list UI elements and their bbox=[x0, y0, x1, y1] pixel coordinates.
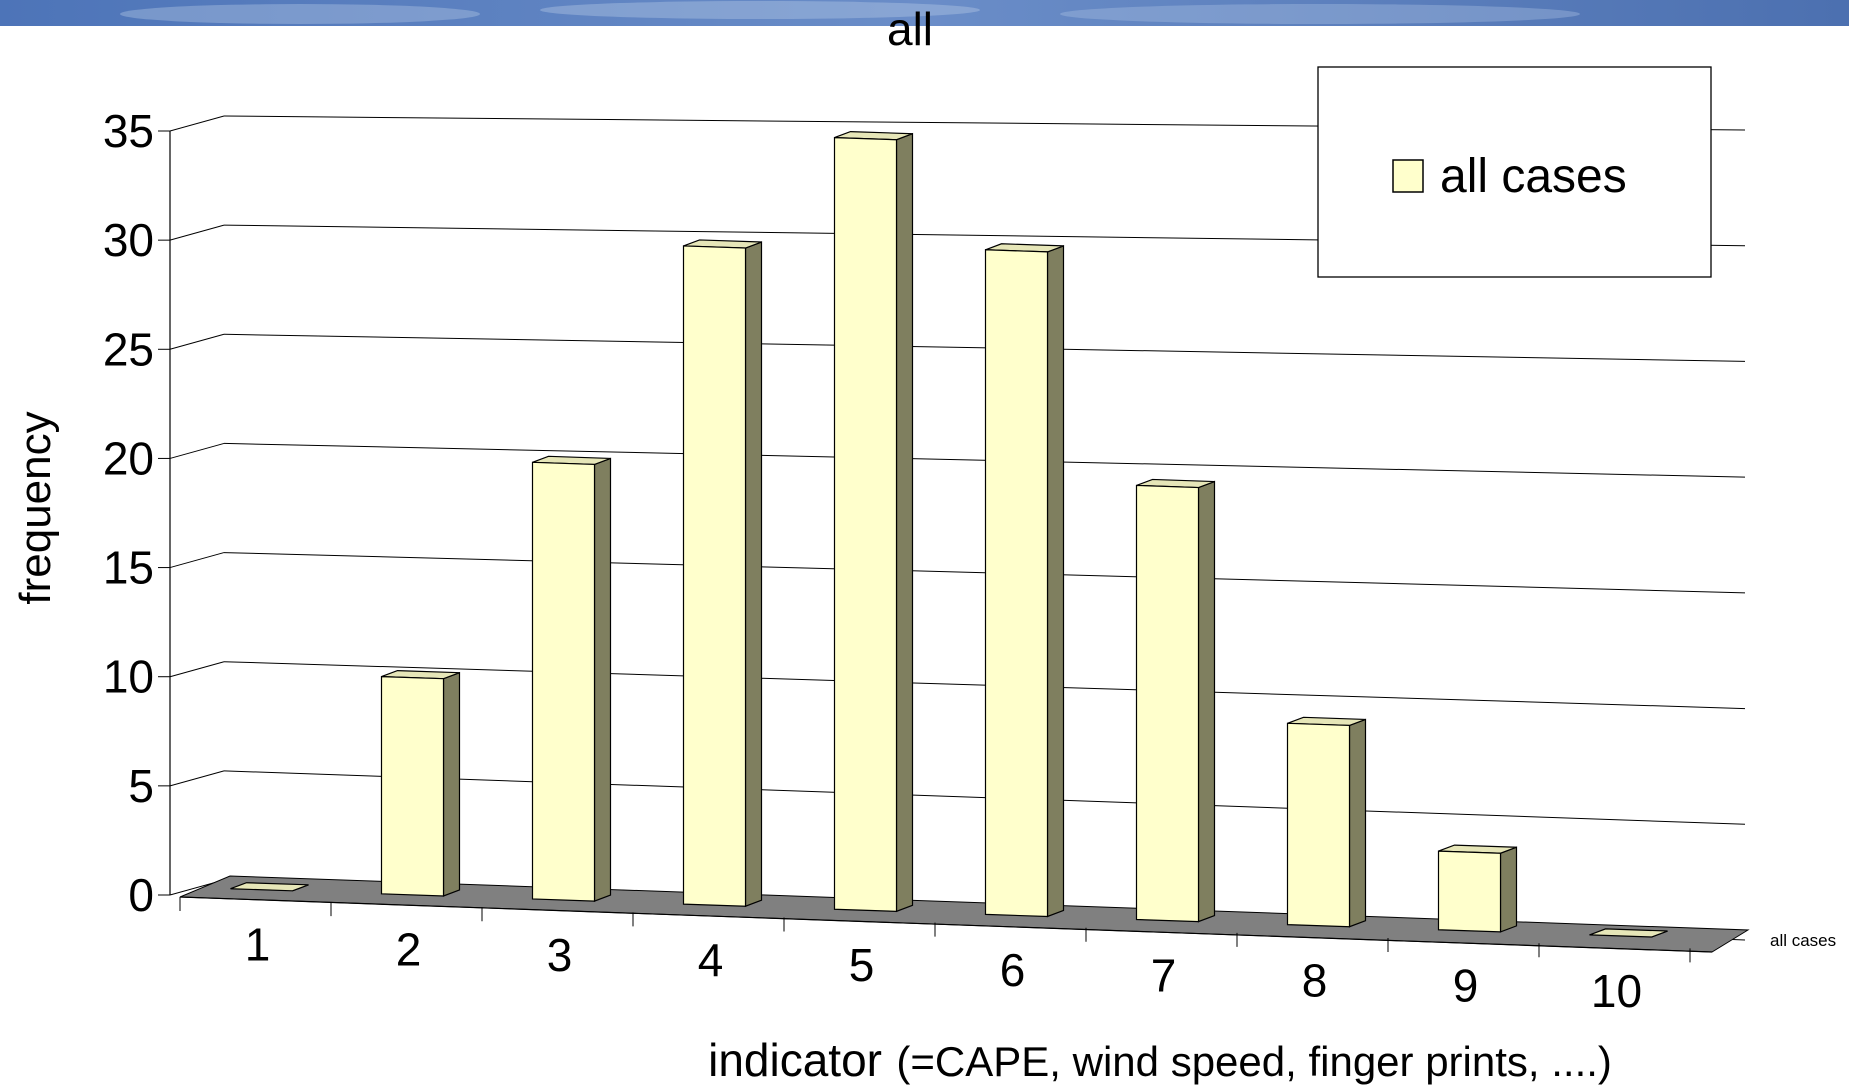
gridline-20 bbox=[223, 442, 1746, 478]
gridline-diag-25 bbox=[169, 333, 225, 350]
x-tick-label-10: 10 bbox=[1591, 965, 1642, 1017]
y-tick-label-10: 10 bbox=[103, 651, 154, 703]
bar-top-1 bbox=[230, 882, 309, 892]
x-tick-label-6: 6 bbox=[1000, 944, 1026, 996]
bar-side-7 bbox=[1197, 480, 1216, 923]
bar-top-10 bbox=[1589, 928, 1668, 938]
y-tick-label-20: 20 bbox=[103, 432, 154, 484]
x-tick-label-2: 2 bbox=[396, 924, 422, 976]
bars-layer bbox=[230, 131, 1668, 938]
grid-layer bbox=[158, 115, 1746, 941]
y-tick-label-25: 25 bbox=[103, 323, 154, 375]
gridline-diag-30 bbox=[169, 224, 225, 241]
y-tick-label-30: 30 bbox=[103, 214, 154, 266]
gridline-5 bbox=[223, 770, 1746, 825]
legend-box bbox=[1317, 66, 1712, 278]
y-tick-label-35: 35 bbox=[103, 105, 154, 157]
bar-front-8 bbox=[1286, 722, 1351, 928]
bar-front-5 bbox=[833, 136, 898, 912]
chart-title: all bbox=[887, 3, 933, 55]
bar-side-4 bbox=[744, 241, 763, 908]
bar-6 bbox=[984, 243, 1065, 918]
x-tick-label-3: 3 bbox=[547, 929, 573, 981]
y-axis-label: frequency bbox=[11, 411, 60, 604]
x-axis-label: indicator (=CAPE, wind speed, finger pri… bbox=[708, 1034, 1612, 1086]
legend: all cases bbox=[1317, 66, 1712, 278]
x-tick-label-4: 4 bbox=[698, 934, 724, 986]
x-axis-label-note: (=CAPE, wind speed, finger prints, ....) bbox=[896, 1038, 1611, 1085]
bar-2 bbox=[380, 669, 461, 897]
gridline-diag-5 bbox=[169, 770, 225, 787]
bar-side-6 bbox=[1046, 245, 1065, 918]
gridline-diag-15 bbox=[169, 552, 225, 569]
bar-9 bbox=[1437, 844, 1518, 933]
gridline-diag-10 bbox=[169, 661, 225, 678]
bar-1 bbox=[230, 882, 309, 892]
x-tick-label-8: 8 bbox=[1302, 954, 1328, 1006]
y-tick-label-0: 0 bbox=[128, 869, 154, 921]
gridline-10 bbox=[223, 661, 1746, 710]
bar-8 bbox=[1286, 716, 1367, 928]
y-tick-label-15: 15 bbox=[103, 542, 154, 594]
bar-7 bbox=[1135, 478, 1216, 923]
bar-front-4 bbox=[682, 245, 747, 907]
gridline-diag-20 bbox=[169, 442, 225, 459]
x-tick-label-1: 1 bbox=[245, 919, 271, 971]
bar-side-3 bbox=[593, 457, 612, 902]
bar-front-2 bbox=[380, 675, 445, 897]
legend-swatch bbox=[1392, 159, 1424, 193]
x-axis-line bbox=[179, 896, 1713, 953]
x-tick-label-5: 5 bbox=[849, 939, 875, 991]
bar-side-8 bbox=[1348, 718, 1367, 928]
bar-side-2 bbox=[442, 671, 461, 897]
x-tick-label-9: 9 bbox=[1453, 960, 1479, 1012]
axis-layer: 0 5 10 15 20 25 30 35 1 2 3 4 5 6 7 8 9 10 bbox=[103, 105, 1713, 1017]
bar-front-7 bbox=[1135, 484, 1200, 923]
bar-front-6 bbox=[984, 249, 1049, 918]
legend-label: all cases bbox=[1440, 150, 1627, 203]
bar-front-3 bbox=[531, 461, 596, 902]
x-tick-label-7: 7 bbox=[1151, 949, 1177, 1001]
sky-banner bbox=[0, 0, 1849, 26]
bar-3 bbox=[531, 455, 612, 902]
bar-4 bbox=[682, 239, 763, 908]
depth-axis-label: all cases bbox=[1770, 931, 1836, 950]
bar-10 bbox=[1589, 928, 1668, 938]
gridline-15 bbox=[223, 552, 1746, 594]
gridline-25 bbox=[223, 333, 1746, 362]
bar-side-5 bbox=[895, 132, 914, 913]
bar-side-9 bbox=[1499, 846, 1518, 933]
x-axis-label-main: indicator bbox=[708, 1034, 882, 1086]
bar-5 bbox=[833, 131, 914, 913]
bar-front-9 bbox=[1437, 850, 1502, 933]
gridline-diag-35 bbox=[169, 115, 225, 132]
y-tick-label-5: 5 bbox=[128, 760, 154, 812]
